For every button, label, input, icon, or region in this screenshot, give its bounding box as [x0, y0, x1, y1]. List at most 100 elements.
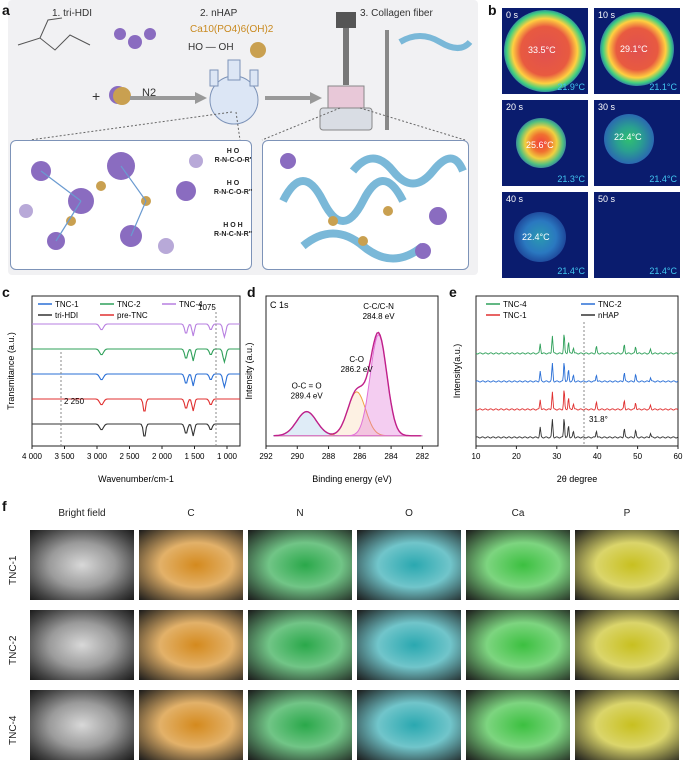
bond1-formula: R-N-C-O-R' [214, 157, 252, 164]
c-tick-label: 4 000 [22, 452, 43, 461]
c-tick-label: 2 500 [119, 452, 140, 461]
frame-bg-temp: 21.4°C [649, 174, 677, 184]
d-peak-energy: 289.4 eV [291, 391, 324, 400]
scale-bar [655, 766, 677, 769]
chart-e-xlabel: 2θ degree [557, 474, 598, 484]
d-tick-label: 282 [416, 452, 430, 461]
frame-bg-temp: 21.4°C [649, 266, 677, 276]
step2-formula: Ca10(PO4)6(OH)2 [190, 24, 274, 35]
d-peak-energy: 286.2 eV [341, 365, 374, 374]
thermal-frame: 40 s 22.4°C 21.4°C [502, 192, 588, 278]
column-label-ca: Ca [511, 508, 525, 519]
frame-time: 0 s [506, 10, 519, 20]
panel-e-label: e [449, 284, 457, 300]
d-peak-label: O-C = O [292, 381, 322, 390]
chart-c-xlabel: Wavenumber/cm-1 [98, 474, 174, 484]
frame-bg-temp: 21.4°C [557, 266, 585, 276]
c-series-line-tnc-1 [32, 373, 240, 390]
thermal-frame: 0 s 33.5°C 21.9°C [502, 8, 588, 94]
bond2-top: H O [226, 180, 240, 187]
c-series-line-tnc-4 [32, 323, 240, 340]
bond3-top: H O H [223, 222, 243, 229]
eds-map-tnc-1-o [357, 530, 461, 600]
c-annot-2250: 2 250 [64, 397, 85, 406]
panel-f-eds-maps: Bright field C N O Ca P TNC-1 TNC-2 TNC-4 [0, 500, 685, 784]
eds-map-tnc-4-p [575, 690, 679, 760]
e-tick-label: 30 [552, 452, 561, 461]
frame-time: 40 s [506, 194, 524, 204]
plus-sign: + [92, 88, 101, 104]
frame-center-temp: 22.4°C [522, 232, 550, 242]
chart-d-frame [265, 295, 439, 447]
c-legend-label: TNC-4 [179, 300, 203, 309]
e-tick-label: 60 [674, 452, 683, 461]
eds-map-tnc-4-c [139, 690, 243, 760]
frame-bg-temp: 21.1°C [649, 82, 677, 92]
eds-map-tnc-2-bright-field [30, 610, 134, 680]
panel-a-schematic: a 1. tri-HDI 2. nHAP Ca10(PO4)6(OH)2 3. … [0, 0, 483, 280]
chart-d-ylabel: Intensity (a.u.) [244, 342, 254, 399]
right-inset-drawing [279, 153, 467, 263]
frame-center-temp: 22.4°C [614, 132, 642, 142]
eds-map-tnc-2-ca [466, 610, 570, 680]
d-tick-label: 288 [322, 452, 336, 461]
c-tick-label: 3 500 [54, 452, 75, 461]
panel-a-drawing [17, 12, 473, 141]
chart-e-ylabel: Intensity(a.u.) [452, 344, 462, 399]
e-legend-label: nHAP [598, 311, 619, 320]
c-tick-label: 2 000 [152, 452, 173, 461]
e-tick-label: 10 [472, 452, 481, 461]
thermal-frame: 30 s 22.4°C 21.4°C [594, 100, 680, 186]
frame-time: 30 s [598, 102, 616, 112]
step2-label: 2. nHAP [200, 8, 238, 19]
e-tick-label: 40 [593, 452, 602, 461]
panel-b-thermal-grid: 0 s 33.5°C 21.9°C 10 s 29.1°C 21.1°C 20 … [502, 8, 684, 280]
c-annot-1075: 1075 [198, 303, 216, 312]
eds-map-tnc-4-o [357, 690, 461, 760]
eds-map-tnc-4-n [248, 690, 352, 760]
bond2-formula: R-N-C-O-R'' [213, 189, 253, 196]
c-series-line-tri-hdi [32, 423, 240, 437]
chart-d-xlabel: Binding energy (eV) [312, 474, 392, 484]
d-envelope [273, 331, 421, 437]
eds-map-tnc-1-bright-field [30, 530, 134, 600]
step1-label: 1. tri-HDI [52, 8, 92, 19]
eds-map-tnc-1-n [248, 530, 352, 600]
chart-c-frame [31, 295, 241, 447]
eds-map-tnc-2-c [139, 610, 243, 680]
column-label-o: O [405, 508, 413, 519]
eds-map-tnc-2-n [248, 610, 352, 680]
row-label-tnc-1: TNC-1 [8, 555, 19, 585]
c-tick-label: 1 500 [184, 452, 205, 461]
bond1-top: H O [226, 148, 240, 155]
e-series-line-tnc-4 [475, 334, 679, 355]
step3-label: 3. Collagen fiber [360, 8, 433, 19]
eds-map-tnc-1-c [139, 530, 243, 600]
panel-a-label: a [2, 2, 10, 18]
d-tick-label: 290 [291, 452, 305, 461]
thermal-frame: 20 s 25.6°C 21.3°C [502, 100, 588, 186]
panel-b-label: b [488, 2, 497, 18]
frame-bg-temp: 21.9°C [557, 82, 585, 92]
column-label-bright-field: Bright field [58, 508, 106, 519]
e-tick-label: 50 [633, 452, 642, 461]
chart-c-ylabel: Transmitance (a.u.) [6, 332, 16, 410]
thermal-frame: 50 s 21.4°C [594, 192, 680, 278]
c-series-line-pre-tnc [32, 398, 240, 412]
d-tick-label: 284 [384, 452, 398, 461]
frame-center-temp: 33.5°C [528, 45, 556, 55]
chart-d-title: C 1s [270, 300, 289, 310]
frame-time: 10 s [598, 10, 616, 20]
c-legend-label: TNC-1 [55, 300, 79, 309]
column-label-c: C [187, 508, 195, 519]
left-inset-drawing [19, 152, 203, 254]
frame-center-temp: 29.1°C [620, 44, 648, 54]
eds-map-tnc-2-o [357, 610, 461, 680]
row-label-tnc-4: TNC-4 [8, 715, 19, 745]
eds-map-tnc-2-p [575, 610, 679, 680]
column-label-n: N [296, 508, 304, 519]
frame-bg-temp: 21.3°C [557, 174, 585, 184]
d-peak-label: C-O [349, 355, 364, 364]
e-tick-label: 20 [512, 452, 521, 461]
e-legend-label: TNC-1 [503, 311, 527, 320]
